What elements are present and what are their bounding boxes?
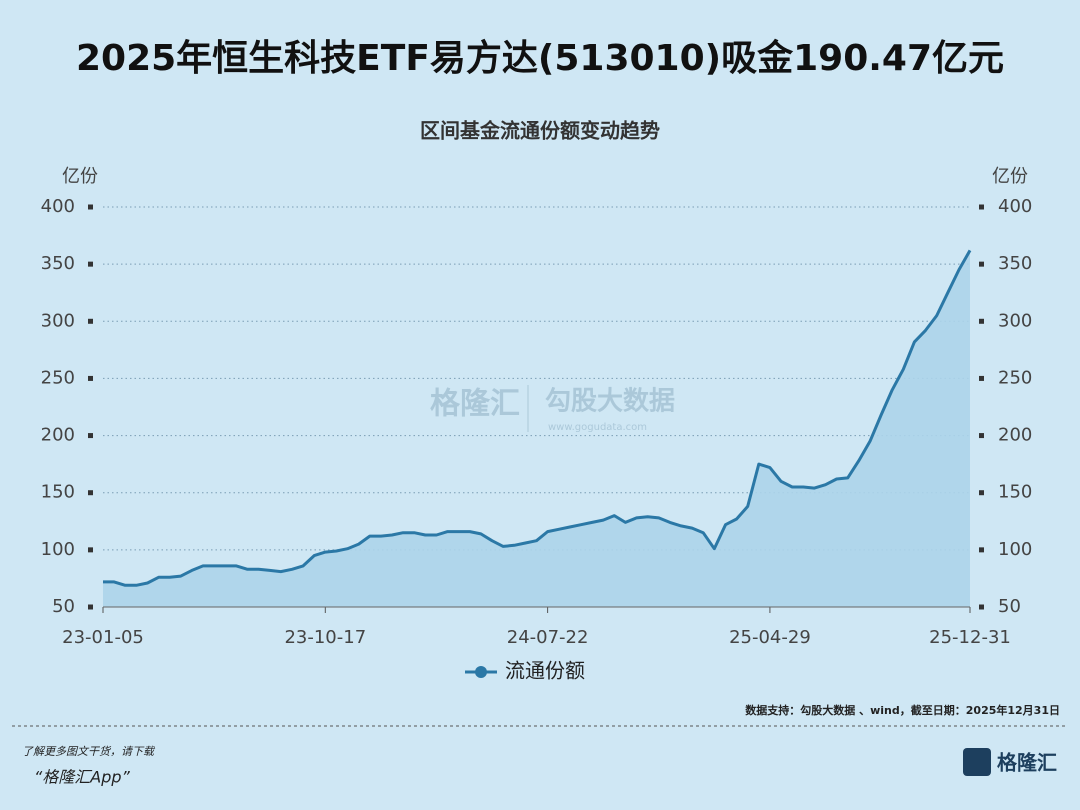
x-tick-label: 23-10-17 [284, 627, 366, 648]
y2-tick-mark [979, 204, 984, 210]
x-tick-label: 25-12-31 [929, 627, 1011, 648]
y-tick-mark [88, 375, 93, 381]
y2-tick-label: 200 [998, 425, 1032, 446]
y2-tick-mark [979, 318, 984, 324]
y-tick-label: 200 [41, 425, 75, 446]
y-tick-mark [88, 261, 93, 267]
y-tick-mark [88, 490, 93, 496]
x-tick-label: 24-07-22 [507, 627, 589, 648]
watermark-text: 格隆汇 [430, 387, 520, 422]
y2-tick-label: 350 [998, 253, 1032, 274]
y-tick-mark [88, 204, 93, 210]
y-tick-mark [88, 604, 93, 610]
x-tick-label: 23-01-05 [62, 627, 144, 648]
y-tick-mark [88, 547, 93, 553]
line [103, 249, 972, 587]
logo-icon [963, 748, 991, 776]
y-axis-label: 亿份 [62, 166, 98, 187]
legend-marker [475, 666, 487, 678]
watermark: 格隆汇 勾股大数据 www.gogudata.com [430, 385, 675, 433]
chart-subtitle: 区间基金流通份额变动趋势 [420, 119, 660, 143]
y2-tick-label: 100 [998, 539, 1032, 560]
y2-tick-mark [979, 433, 984, 439]
source: 数据支持：勾股大数据 、wind，截至日期：2025年12月31日 [745, 703, 1060, 717]
y2-tick-mark [979, 604, 984, 610]
y-tick-mark [88, 433, 93, 439]
y2-tick-label: 150 [998, 482, 1032, 503]
footer-text: 了解更多图文干货，请下载 [22, 745, 156, 758]
x-tick-label: 25-04-29 [729, 627, 811, 648]
watermark-text: 勾股大数据 [545, 387, 675, 417]
y2-tick-mark [979, 375, 984, 381]
y2-tick-mark [979, 261, 984, 267]
y2-tick-label: 50 [998, 596, 1021, 617]
y2-tick-label: 250 [998, 367, 1032, 388]
legend-label: 流通份额 [505, 659, 585, 683]
logo-text: 格隆汇 [997, 751, 1057, 775]
y-tick-label: 250 [41, 367, 75, 388]
y2-tick-mark [979, 547, 984, 553]
y2-tick-mark [979, 490, 984, 496]
y-tick-label: 350 [41, 253, 75, 274]
y2-axis-label: 亿份 [992, 166, 1028, 187]
area [103, 250, 970, 607]
y2-tick-label: 400 [998, 196, 1032, 217]
y-tick-label: 400 [41, 196, 75, 217]
chart-title: 2025年恒生科技ETF易方达(513010)吸金190.47亿元 [76, 37, 1004, 79]
watermark-text: www.gogudata.com [548, 422, 647, 433]
y-tick-label: 100 [41, 539, 75, 560]
y-tick-mark [88, 318, 93, 324]
y-tick-label: 50 [52, 596, 75, 617]
y2-tick-label: 300 [998, 310, 1032, 331]
y-tick-label: 300 [41, 310, 75, 331]
y-tick-label: 150 [41, 482, 75, 503]
footer-text: “格隆汇App” [34, 768, 131, 787]
